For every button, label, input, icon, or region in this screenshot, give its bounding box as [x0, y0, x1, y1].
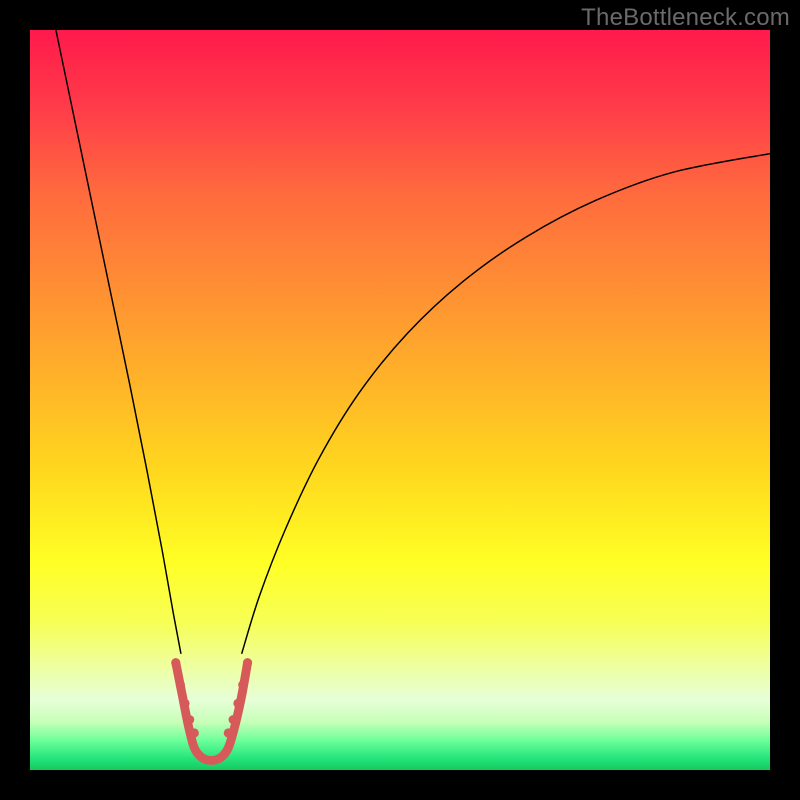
highlight-dot-right: [229, 715, 238, 724]
highlight-dot-right: [238, 680, 247, 689]
highlight-dot-left: [180, 699, 189, 708]
highlight-dot-right: [233, 699, 242, 708]
highlight-dot-left: [171, 658, 180, 667]
v-curve-left: [56, 30, 181, 654]
highlight-dot-right: [224, 728, 233, 737]
chart-root: TheBottleneck.com: [0, 0, 800, 800]
highlight-dot-left: [185, 715, 194, 724]
curve-layer: [30, 30, 770, 770]
highlight-dot-left: [176, 680, 185, 689]
v-curve-right: [242, 154, 770, 654]
highlight-u-curve: [176, 663, 248, 761]
watermark-text: TheBottleneck.com: [581, 4, 790, 32]
plot-area: [30, 30, 770, 770]
highlight-dot-right: [243, 658, 252, 667]
highlight-dot-left: [190, 728, 199, 737]
